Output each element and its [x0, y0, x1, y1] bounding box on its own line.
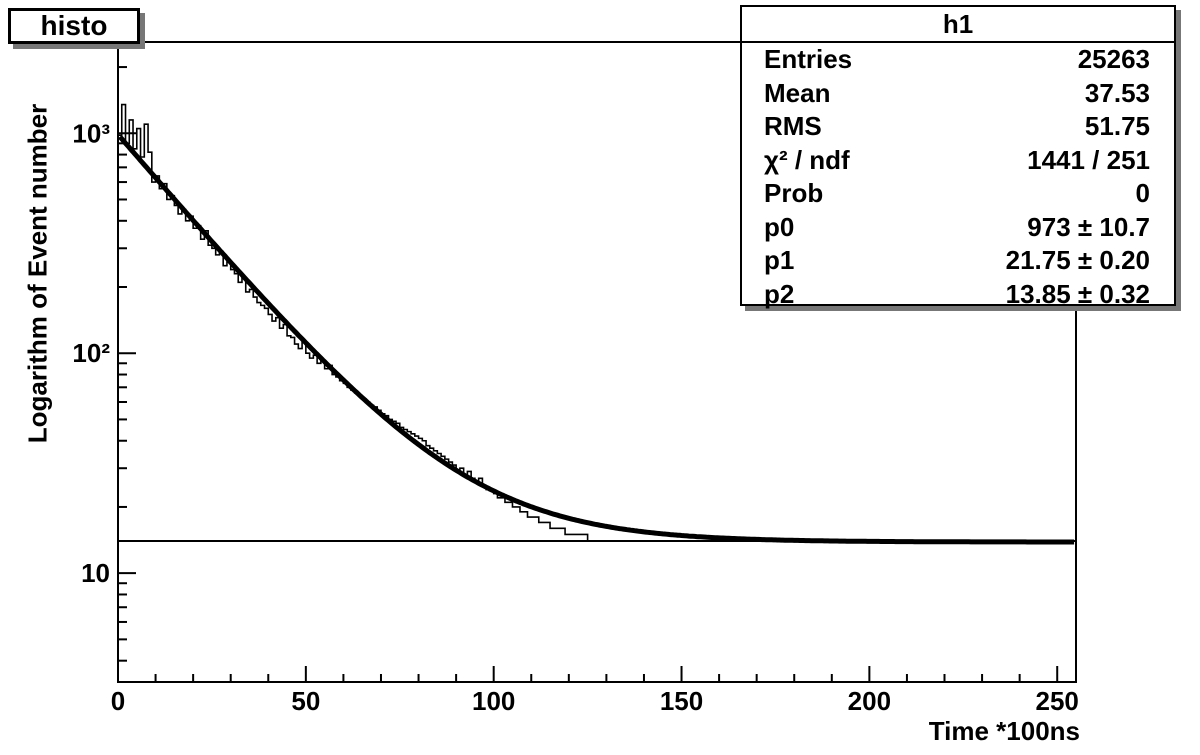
stats-label: Entries: [764, 44, 853, 75]
y-axis-title: Logarithm of Event number: [22, 103, 53, 444]
stats-value: 21.75 ± 0.20: [1005, 245, 1150, 276]
stats-value: 37.53: [1084, 77, 1150, 108]
x-tick-label: 200: [848, 686, 891, 716]
stats-label: Prob: [764, 178, 824, 209]
y-tick-label: 10: [81, 558, 110, 588]
stats-label: Mean: [764, 77, 831, 108]
stats-label: χ² / ndf: [764, 144, 850, 175]
x-tick-label: 0: [111, 686, 125, 716]
stats-value: 25263: [1077, 44, 1150, 75]
x-tick-label: 50: [291, 686, 320, 716]
stats-value: 0: [1135, 178, 1150, 209]
stats-value: 51.75: [1084, 111, 1150, 142]
stats-box: h1 Entries 25263 Mean 37.53 RMS 51.75 χ² / …: [740, 5, 1176, 309]
stats-row: p2 13.85 ± 0.32: [742, 278, 1174, 312]
stats-title: h1: [742, 7, 1174, 43]
stats-label: p0: [764, 211, 795, 242]
x-tick-label: 100: [472, 686, 515, 716]
stats-row: Mean 37.53: [742, 77, 1174, 111]
fit-layer: [118, 135, 1076, 545]
x-axis-title: Time *100ns: [928, 716, 1080, 746]
y-tick-label: 10²: [72, 338, 110, 368]
x-tick-label: 250: [1036, 686, 1079, 716]
stats-label: p1: [764, 245, 795, 276]
stats-row: p1 21.75 ± 0.20: [742, 244, 1174, 278]
histogram-title: histo: [8, 8, 140, 44]
stats-row: χ² / ndf 1441 / 251: [742, 144, 1174, 178]
stats-row: p0 973 ± 10.7: [742, 211, 1174, 245]
y-tick-label: 10³: [72, 118, 110, 148]
stats-row: Entries 25263: [742, 43, 1174, 77]
stats-label: RMS: [764, 111, 822, 142]
x-tick-label: 150: [660, 686, 703, 716]
stats-row: RMS 51.75: [742, 110, 1174, 144]
stats-value: 973 ± 10.7: [1027, 211, 1150, 242]
stats-row: Prob 0: [742, 177, 1174, 211]
stats-label: p2: [764, 278, 795, 309]
stats-value: 1441 / 251: [1027, 144, 1150, 175]
axis-ticks: 0 50 100 150 200 250 10 10² 10³: [72, 66, 1079, 716]
stats-value: 13.85 ± 0.32: [1005, 278, 1150, 309]
